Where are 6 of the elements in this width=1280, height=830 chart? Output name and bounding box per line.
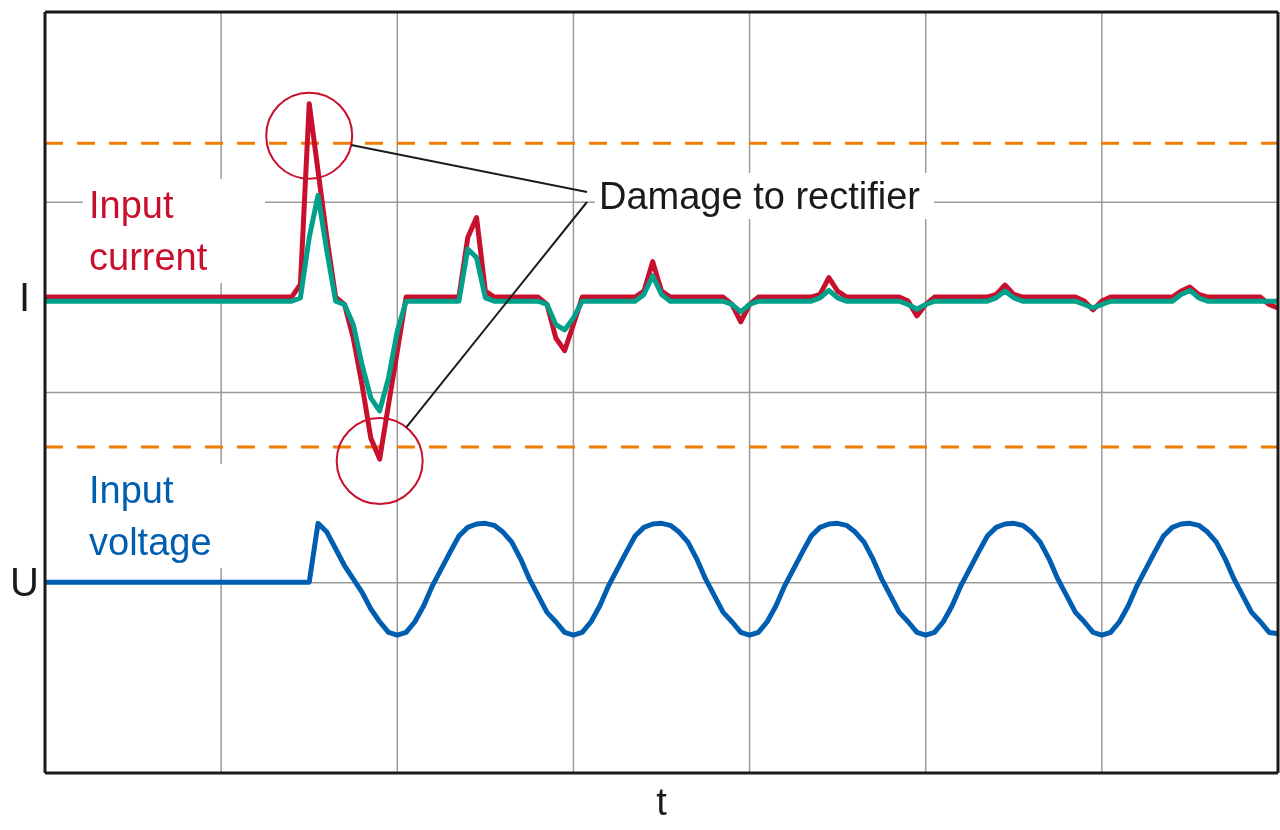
series-label: Input current [83,179,265,284]
text: U [9,559,40,607]
annotation: Damage to rectifier [595,173,935,219]
series-label: Input voltage [83,464,265,569]
text: I [17,274,32,322]
x-axis-title: t [655,781,668,824]
